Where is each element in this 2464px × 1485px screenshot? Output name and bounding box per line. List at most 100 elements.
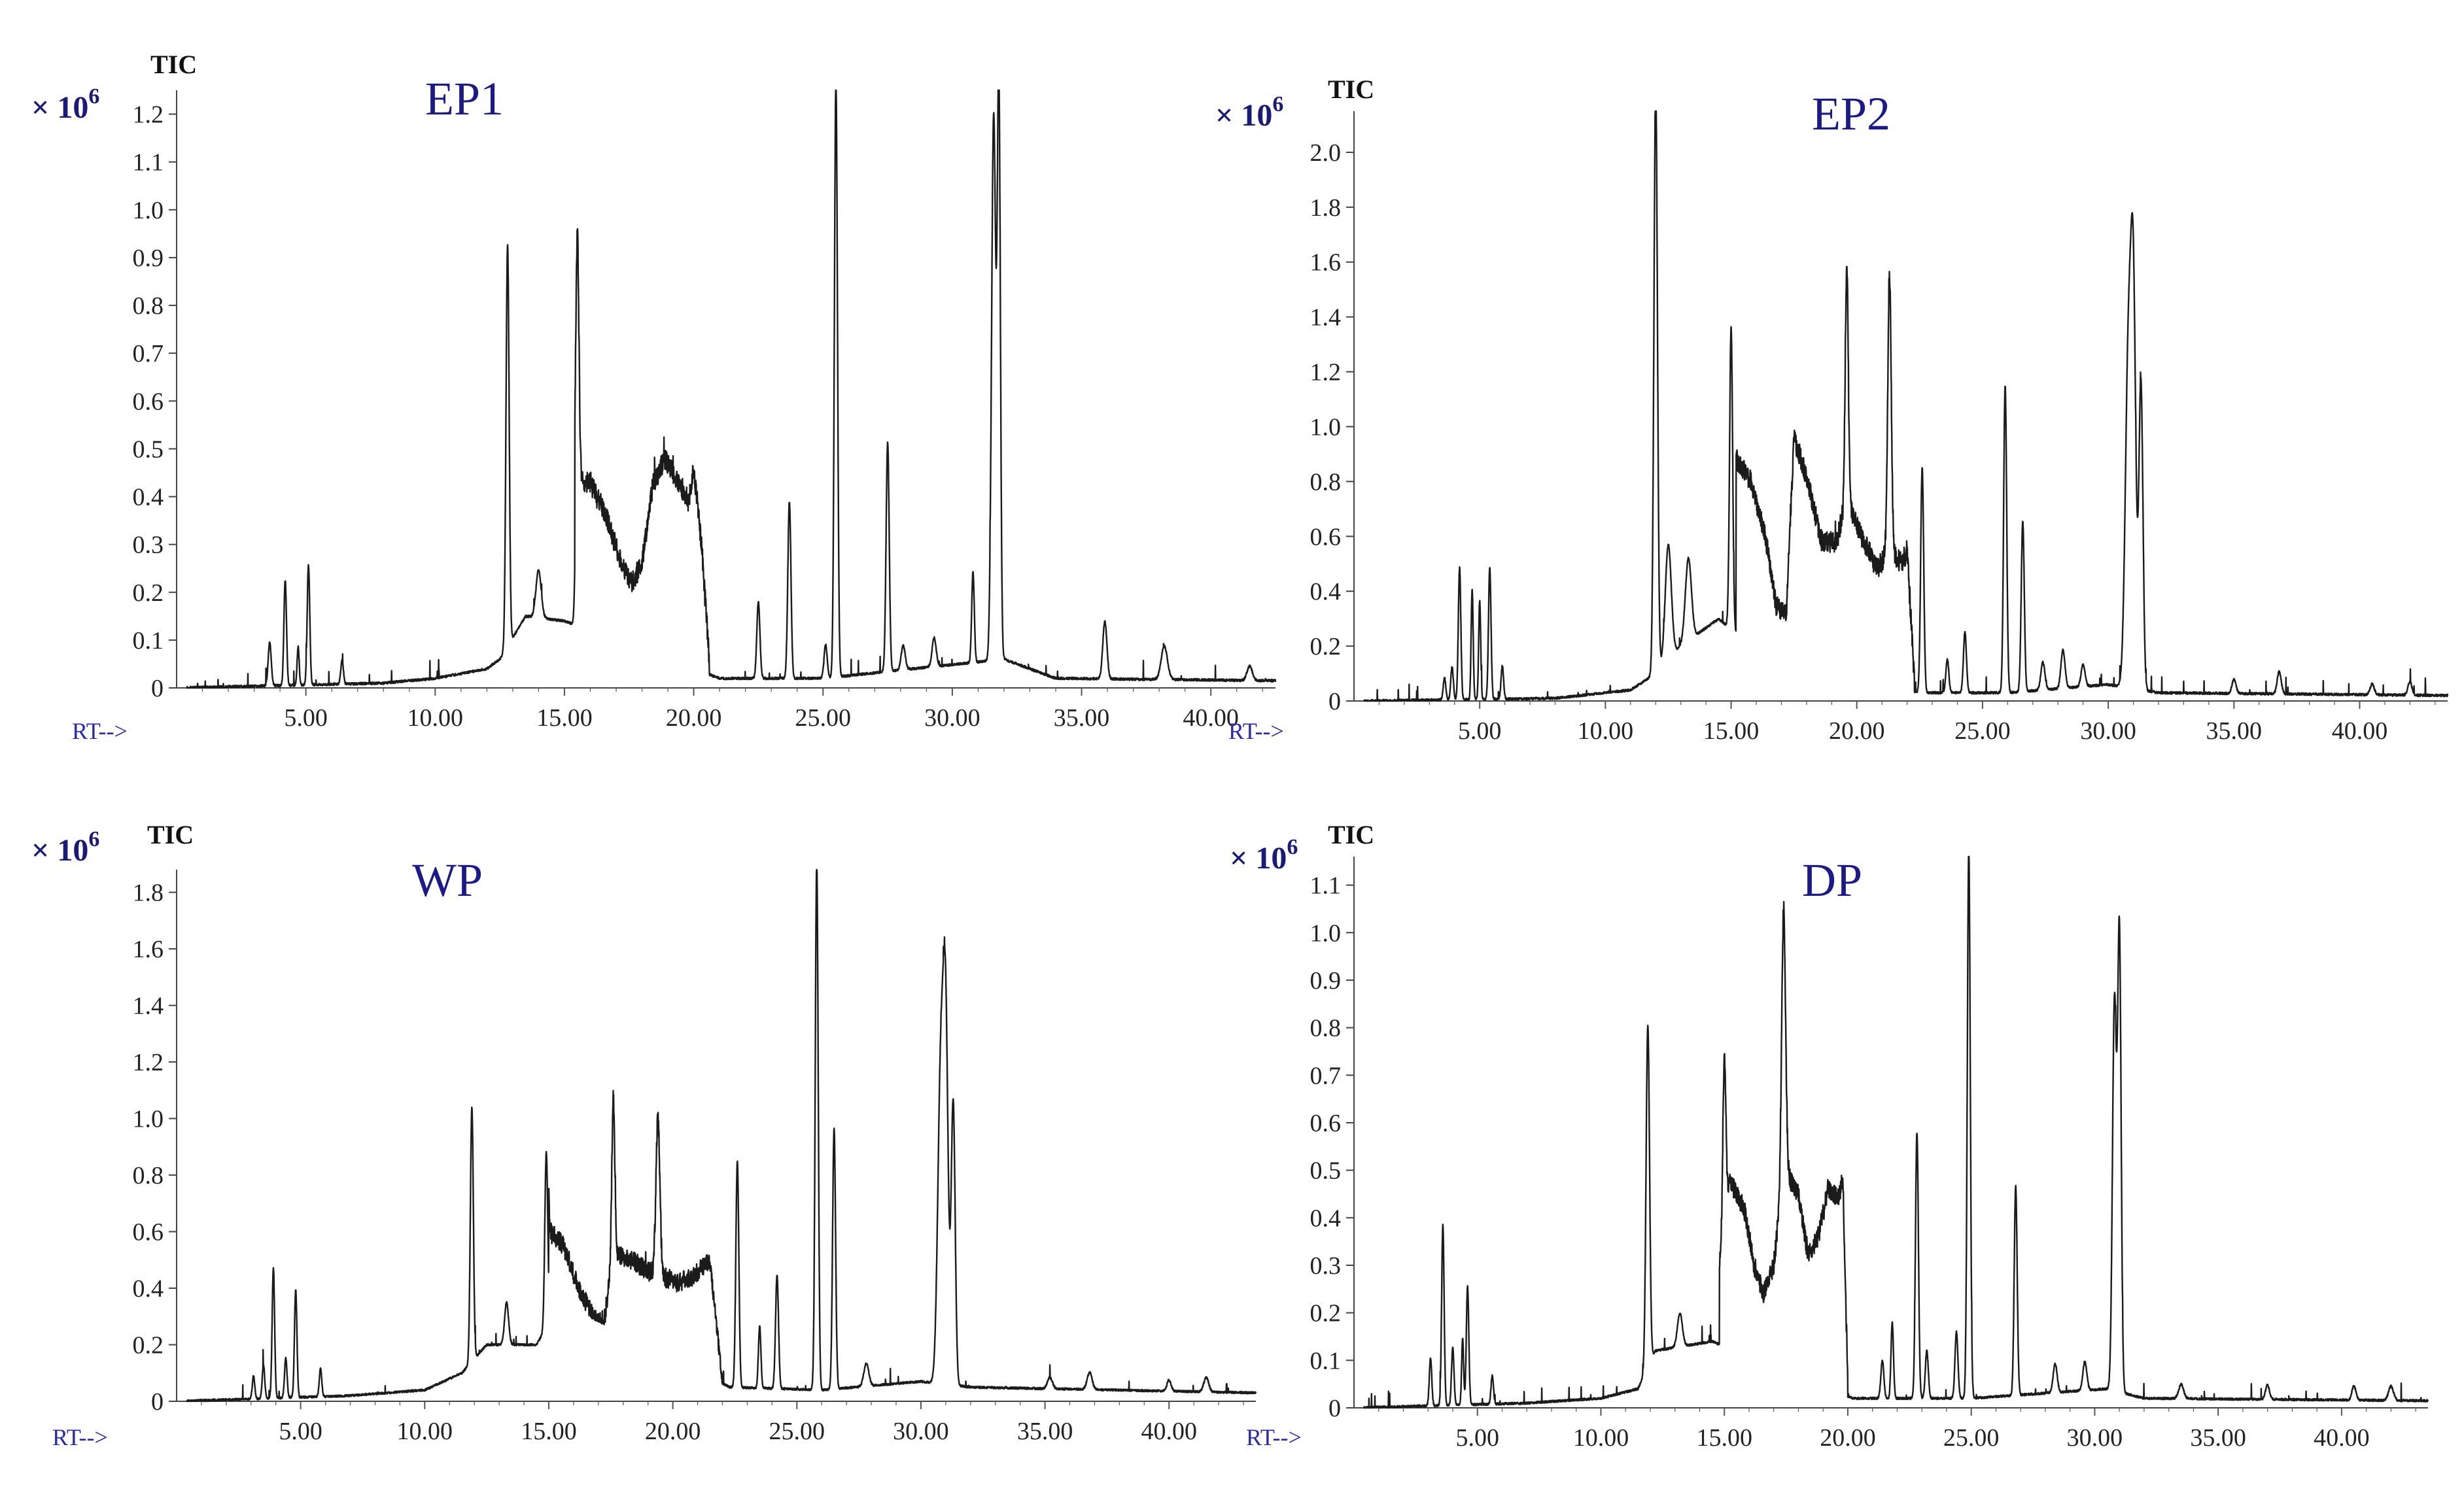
y-tick-label: 0.4	[1310, 578, 1342, 606]
y-tick-label: 0.6	[133, 1219, 164, 1246]
y-tick-label: 0.6	[1310, 523, 1342, 551]
x-tick-label: 40.00	[2332, 717, 2388, 745]
tic-trace-wp	[186, 868, 1257, 1403]
y-tick-label: 0	[151, 1388, 164, 1416]
y-tick-label: 0.2	[1310, 633, 1342, 660]
y-tick-label: 0.5	[133, 435, 164, 463]
x-tick-label: 10.00	[1573, 1424, 1629, 1452]
y-tick-label: 0.4	[133, 484, 164, 511]
x-tick-label: 40.00	[2314, 1424, 2370, 1452]
y-tick-label: 1.2	[133, 101, 164, 129]
y-tick-label: 0.8	[133, 1162, 164, 1189]
y-tick-label: 0.8	[1310, 468, 1342, 496]
y-tick-label: 0.8	[1310, 1015, 1342, 1042]
x-tick-label: 30.00	[924, 704, 980, 732]
x-tick-label: 20.00	[1829, 717, 1885, 745]
y-tick-label: 2.0	[1310, 139, 1342, 167]
x-tick-label: 25.00	[1943, 1424, 2000, 1452]
y-tick-label: 1.4	[133, 993, 164, 1020]
y-tick-label: 0.7	[133, 340, 164, 367]
panel-title: EP2	[1812, 88, 1890, 140]
x-tick-label: 25.00	[1954, 717, 2011, 745]
y-tick-label: 1.0	[1310, 919, 1342, 947]
x-tick-label: 35.00	[2206, 717, 2263, 745]
x-tick-label: 25.00	[769, 1418, 825, 1445]
y-multiplier-label: × 106	[1215, 92, 1283, 133]
y-tick-label: 1.6	[133, 936, 164, 963]
y-tick-label: 0.3	[1310, 1252, 1342, 1280]
x-tick-label: 15.00	[521, 1418, 577, 1445]
panel-title: WP	[412, 854, 483, 906]
x-tick-label: 35.00	[1017, 1418, 1073, 1445]
x-tick-label: 20.00	[645, 1418, 701, 1445]
tic-trace-ep2	[1363, 110, 2449, 702]
x-tick-label: 5.00	[1458, 717, 1502, 745]
panel-ep2: 0 0.2 0.4 0.6 0.8 1.0 1.2 1.4 1.6 1.8 2.0 5.00 10.00…	[1215, 75, 2449, 745]
y-axis-label: TIC	[1328, 75, 1374, 104]
y-tick-label: 1.0	[1310, 413, 1342, 441]
x-tick-label: 35.00	[1054, 704, 1110, 732]
y-tick-label: 1.2	[1310, 359, 1342, 386]
y-tick-label: 0.2	[133, 1332, 164, 1359]
x-tick-label: 25.00	[795, 704, 851, 732]
y-tick-label: 1.6	[1310, 249, 1342, 277]
y-tick-label: 0.3	[133, 532, 164, 559]
panel-ep1: 0 0.1 0.2 0.3 0.4 0.5 0.6 0.7 0.8 0.9 1.0 1.1 1.2 5.0…	[31, 50, 1277, 744]
y-tick-label: 0.6	[1310, 1110, 1342, 1137]
panel-dp: 0 0.1 0.2 0.3 0.4 0.5 0.6 0.7 0.8 0.9 1.0 1.1 5.00 10…	[1230, 820, 2429, 1452]
x-tick-label: 30.00	[893, 1418, 949, 1445]
y-tick-label: 0.4	[133, 1275, 164, 1303]
y-tick-label: 0.1	[1310, 1347, 1342, 1374]
y-tick-label: 0.4	[1310, 1204, 1342, 1232]
y-axis-label: TIC	[147, 820, 194, 849]
x-axis-label: RT-->	[1228, 718, 1284, 744]
y-tick-label: 0.8	[133, 292, 164, 320]
y-tick-label: 0.1	[133, 627, 164, 655]
x-axis-label: RT-->	[72, 718, 128, 744]
x-tick-label: 15.00	[1696, 1424, 1752, 1452]
y-tick-label: 0	[1328, 1395, 1341, 1422]
y-tick-label: 0.7	[1310, 1062, 1342, 1089]
y-tick-label: 0.5	[1310, 1157, 1342, 1185]
x-tick-label: 10.00	[1578, 717, 1634, 745]
tic-trace-ep1	[186, 89, 1277, 689]
tic-trace-dp	[1362, 855, 2429, 1409]
y-axis-label: TIC	[150, 50, 197, 79]
panel-title: DP	[1802, 854, 1862, 906]
y-tick-label: 1.4	[1310, 304, 1342, 332]
y-tick-label: 0.2	[133, 579, 164, 607]
x-tick-label: 30.00	[2067, 1424, 2123, 1452]
y-tick-label: 0.2	[1310, 1300, 1342, 1327]
x-tick-label: 40.00	[1183, 704, 1239, 732]
x-tick-label: 5.00	[279, 1418, 322, 1445]
y-tick-label: 1.0	[133, 1106, 164, 1133]
x-axis-label: RT-->	[1246, 1424, 1302, 1450]
y-tick-label: 0.9	[133, 245, 164, 272]
x-tick-label: 30.00	[2080, 717, 2136, 745]
x-tick-label: 10.00	[408, 704, 464, 732]
y-axis-label: TIC	[1328, 820, 1374, 849]
panel-title: EP1	[425, 73, 504, 125]
x-tick-label: 5.00	[284, 704, 328, 732]
x-axis-label: RT-->	[52, 1424, 108, 1450]
y-tick-label: 1.1	[1310, 872, 1342, 900]
y-multiplier-label: × 106	[31, 827, 99, 868]
y-tick-label: 0	[151, 675, 164, 702]
y-tick-label: 0.9	[1310, 967, 1342, 995]
x-tick-label: 10.00	[397, 1418, 453, 1445]
panel-wp: 0 0.2 0.4 0.6 0.8 1.0 1.2 1.4 1.6 1.8 5.00 10.00 15.…	[31, 820, 1257, 1450]
x-tick-label: 35.00	[2190, 1424, 2246, 1452]
y-multiplier-label: × 106	[31, 84, 99, 125]
x-tick-label: 15.00	[1703, 717, 1760, 745]
y-multiplier-label: × 106	[1230, 835, 1298, 876]
x-tick-label: 5.00	[1455, 1424, 1499, 1452]
y-tick-label: 1.8	[1310, 194, 1342, 222]
y-tick-label: 1.0	[133, 197, 164, 224]
y-tick-label: 1.2	[133, 1049, 164, 1076]
x-tick-label: 15.00	[536, 704, 593, 732]
y-tick-label: 1.1	[133, 149, 164, 177]
x-tick-label: 20.00	[666, 704, 722, 732]
y-tick-label: 0.6	[133, 388, 164, 415]
x-tick-label: 40.00	[1141, 1418, 1197, 1445]
